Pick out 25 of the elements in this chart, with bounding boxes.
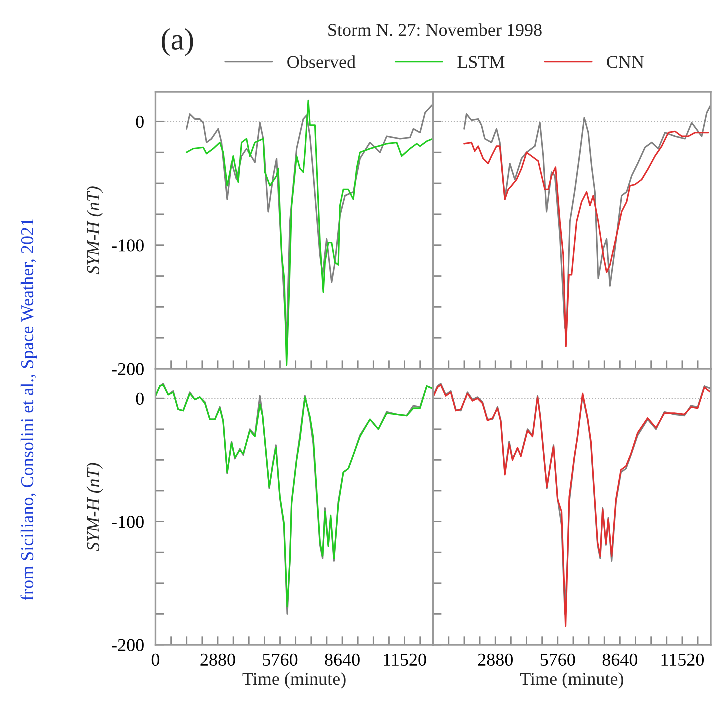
x-axis-title: Time (minute) (242, 672, 346, 689)
x-tick-label: 8640 (325, 654, 360, 666)
y-tick-label: -200 (112, 363, 144, 376)
x-tick-label: 11520 (662, 654, 704, 666)
legend-label: Observed (288, 56, 356, 68)
x-tick-label: 2880 (200, 654, 236, 666)
y-axis-title: SYM-H (nT) (86, 463, 104, 552)
chart-title: Storm N. 27: November 1998 (328, 24, 542, 36)
x-tick-label: 2880 (478, 654, 513, 666)
y-axis-title: SYM-H (nT) (86, 186, 104, 275)
x-tick-label: 0 (152, 654, 160, 666)
x-tick-label: 5760 (263, 654, 298, 666)
text: from Siciliano, Consolini et al., Space Weather, 2021 (20, 219, 38, 600)
x-tick-label: 5760 (540, 654, 576, 666)
y-tick-label: -100 (112, 240, 144, 252)
text: (a) (162, 28, 194, 56)
y-tick-label: -100 (112, 516, 144, 528)
x-axis-title: Time (minute) (520, 672, 624, 689)
legend-label: LSTM (458, 56, 505, 68)
x-tick-label: 8640 (602, 654, 638, 666)
legend-label: CNN (607, 56, 644, 68)
y-tick-label: 0 (136, 392, 144, 406)
x-tick-label: 11520 (384, 654, 426, 666)
y-tick-label: 0 (136, 116, 144, 128)
y-tick-label: -200 (112, 639, 144, 652)
